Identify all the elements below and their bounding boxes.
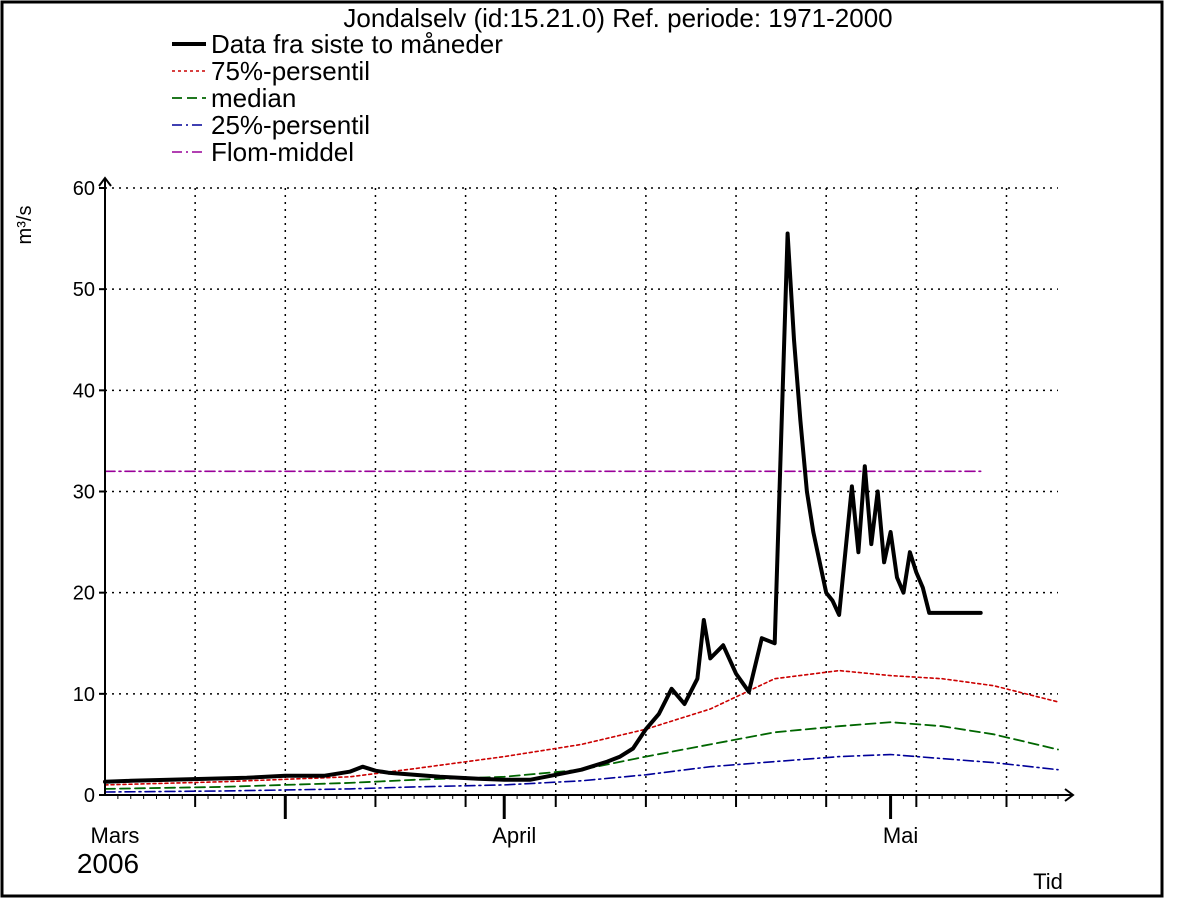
y-tick-label: 60 (73, 178, 95, 200)
y-axis-arrow (98, 176, 112, 187)
grid-lines (105, 187, 1058, 795)
series-line-0 (103, 231, 983, 784)
legend-label-2: median (211, 83, 296, 113)
y-tick-label: 40 (73, 380, 95, 402)
series-line-2 (104, 721, 1059, 790)
x-axis-arrow (1064, 788, 1075, 802)
legend-label-4: Flom-middel (211, 137, 354, 167)
series-line-1 (104, 669, 1059, 786)
chart-title: Jondalselv (id:15.21.0) Ref. periode: 19… (343, 3, 892, 33)
y-tick-label: 0 (84, 785, 95, 807)
legend-label-1: 75%-persentil (211, 56, 370, 86)
series-line-3 (104, 753, 1059, 793)
legend: Data fra siste to måneder75%-persentilme… (172, 29, 503, 167)
y-tick-label: 10 (73, 684, 95, 706)
y-tick-label: 20 (73, 583, 95, 605)
month-label: Mars (91, 823, 140, 848)
year-label: 2006 (77, 848, 139, 879)
y-tick-label: 30 (73, 482, 95, 504)
y-axis-label: m³/s (14, 206, 36, 245)
axes: 0 10 20 30 40 50 60 Mars April Mai (73, 176, 1075, 848)
y-tick-label: 50 (73, 279, 95, 301)
series-layer (103, 231, 1059, 793)
month-label: Mai (883, 823, 918, 848)
legend-label-3: 25%-persentil (211, 110, 370, 140)
month-label: April (492, 823, 536, 848)
legend-label-0: Data fra siste to måneder (211, 29, 503, 59)
x-axis-label: Tid (1033, 869, 1063, 894)
